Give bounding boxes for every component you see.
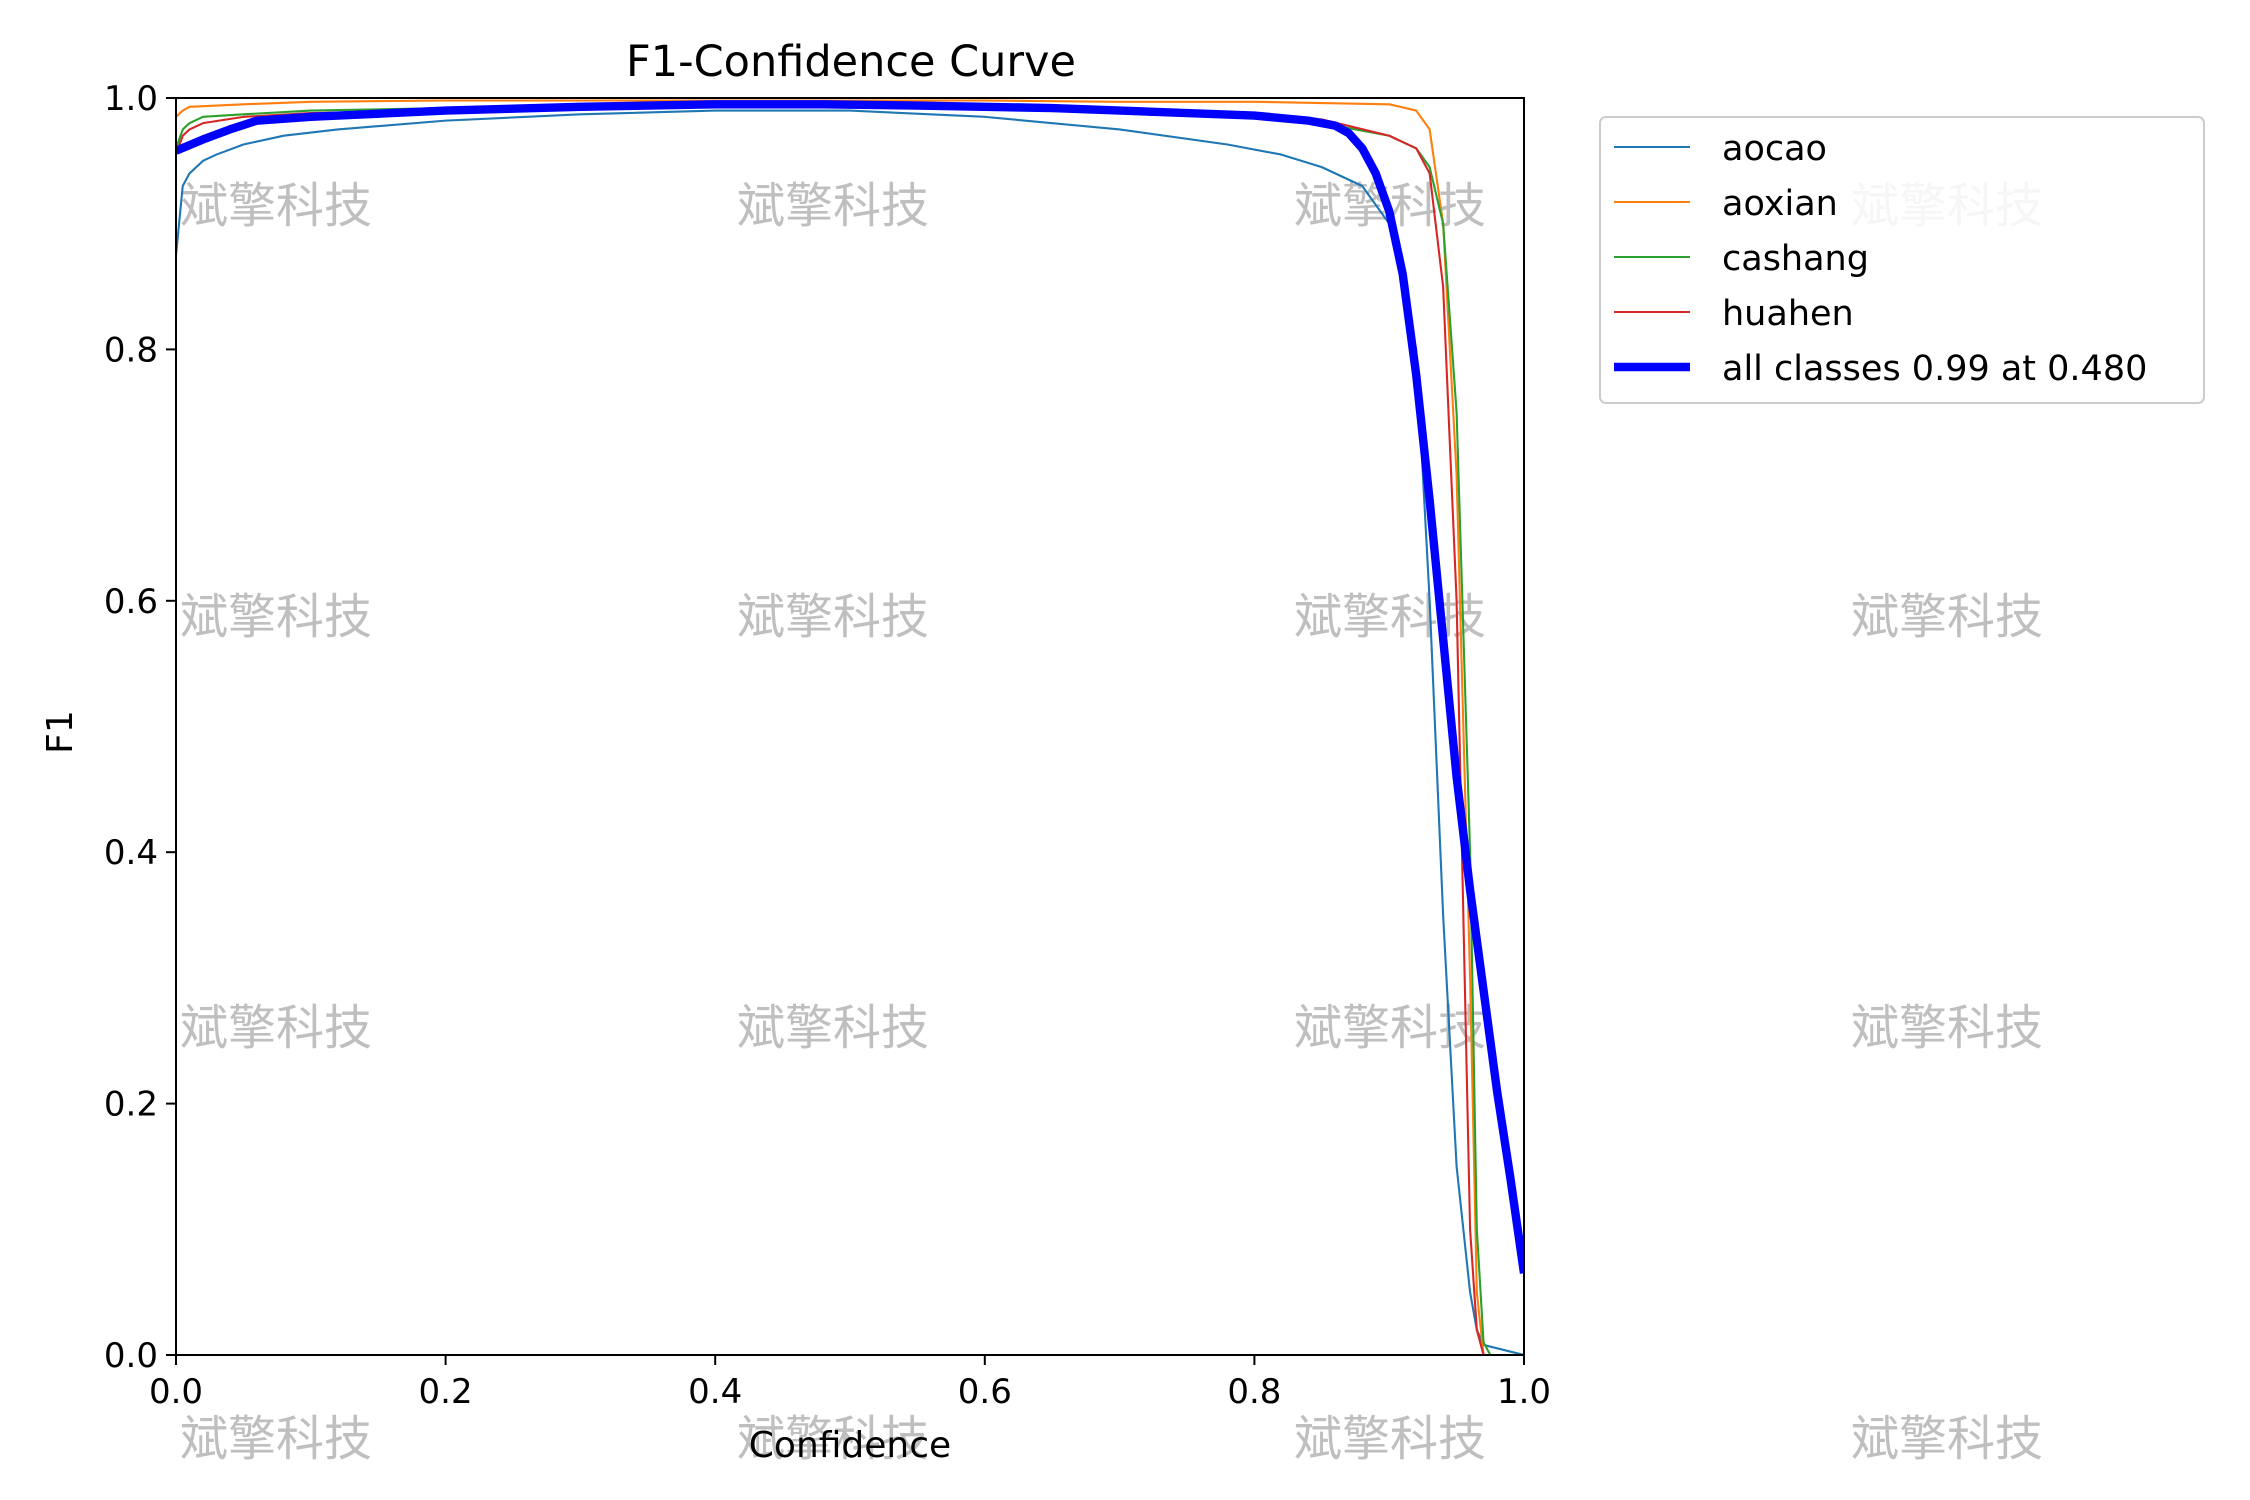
legend-frame	[1599, 116, 2205, 404]
y-tick-label: 0.6	[104, 582, 158, 622]
x-axis-label: Confidence	[749, 1425, 951, 1466]
legend: aocao aoxian cashang huahen all classes 0.99…	[1599, 116, 2205, 404]
axis-ticks: 0.0 0.2 0.4 0.6 0.8 1.0 0.0 0.2 0.4 0.6 0.8 1.0	[104, 79, 1551, 1412]
plot-lines	[176, 99, 1524, 1355]
watermark-text: 斌擎科技	[180, 1411, 372, 1467]
plot-frame	[175, 97, 1525, 1356]
watermark-text: 斌擎科技	[180, 178, 372, 234]
x-tick-label: 0.4	[688, 1372, 742, 1412]
watermark-text: 斌擎科技	[1294, 589, 1486, 645]
series-line-aoxian	[176, 99, 1524, 1355]
legend-label-cashang: cashang	[1722, 239, 1869, 279]
legend-label-aoxian: aoxian	[1722, 184, 1838, 224]
watermark-text: 斌擎科技	[180, 1000, 372, 1056]
watermark-text: 斌擎科技	[1851, 1411, 2043, 1467]
chart-title: F1-Confidence Curve	[626, 37, 1076, 87]
x-tick-label: 0.6	[958, 1372, 1012, 1412]
x-tick-label: 0.8	[1227, 1372, 1281, 1412]
y-tick-label: 0.8	[104, 330, 158, 370]
legend-label-all: all classes 0.99 at 0.480	[1722, 349, 2147, 389]
y-axis-label: F1	[40, 710, 81, 754]
watermark-text: 斌擎科技	[737, 589, 929, 645]
watermark-text: 斌擎科技	[1294, 1411, 1486, 1467]
watermark-text: 斌擎科技	[1294, 1000, 1486, 1056]
x-tick-label: 0.0	[149, 1372, 203, 1412]
legend-label-huahen: huahen	[1722, 294, 1854, 334]
watermark-text: 斌擎科技	[1851, 1000, 2043, 1056]
y-tick-label: 0.4	[104, 833, 158, 873]
series-line-aocao	[176, 109, 1524, 1355]
y-tick-label: 1.0	[104, 79, 158, 119]
watermark-text: 斌擎科技	[737, 1411, 929, 1467]
watermark-text: 斌擎科技	[1851, 589, 2043, 645]
series-line-all	[176, 100, 1524, 1274]
x-tick-label: 1.0	[1497, 1372, 1551, 1412]
legend-label-aocao: aocao	[1722, 129, 1827, 169]
watermark-text: 斌擎科技	[180, 589, 372, 645]
watermark-text: 斌擎科技	[737, 178, 929, 234]
y-tick-label: 0.0	[104, 1336, 158, 1376]
watermark-text: 斌擎科技	[737, 1000, 929, 1056]
y-tick-label: 0.2	[104, 1085, 158, 1125]
x-tick-label: 0.2	[419, 1372, 473, 1412]
